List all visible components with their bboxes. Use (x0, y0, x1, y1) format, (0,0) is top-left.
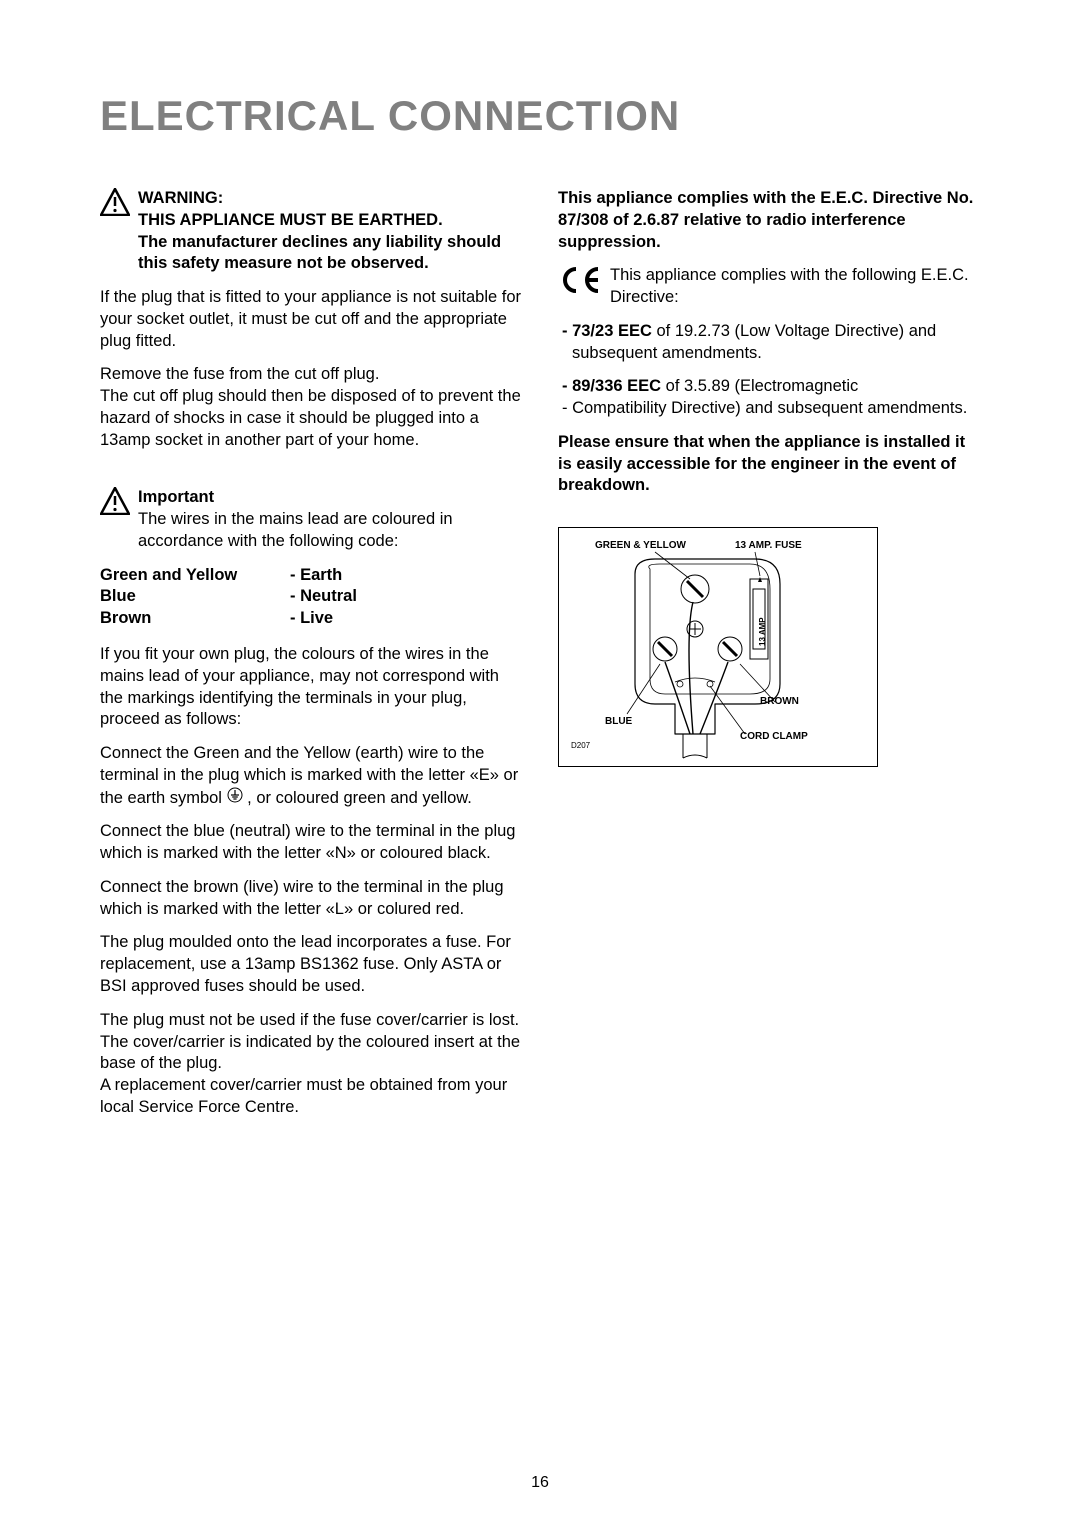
diagram-code: D207 (571, 741, 591, 750)
ce-text: This appliance complies with the followi… (610, 266, 969, 306)
para-plug-not-suitable: If the plug that is fitted to your appli… (100, 287, 522, 352)
para-own-plug: If you fit your own plug, the colours of… (100, 644, 522, 731)
wire-color-table: Green and Yellow - Earth Blue - Neutral … (100, 565, 522, 630)
wire-row: Blue - Neutral (100, 586, 522, 608)
page: ELECTRICAL CONNECTION WARNING: THIS APPL… (0, 0, 1080, 1528)
warning-heading: WARNING: (138, 189, 223, 207)
para-earth-b: , or coloured green and yellow. (247, 788, 472, 806)
para-remove-fuse: Remove the fuse from the cut off plug. T… (100, 364, 522, 451)
para-live: Connect the brown (live) wire to the ter… (100, 877, 522, 921)
accessibility-note: Please ensure that when the appliance is… (558, 432, 980, 497)
wire-row: Brown - Live (100, 608, 522, 630)
two-column-layout: WARNING: THIS APPLIANCE MUST BE EARTHED.… (100, 188, 980, 1131)
page-title: ELECTRICAL CONNECTION (100, 92, 980, 140)
important-icon (100, 487, 130, 522)
wire-row: Green and Yellow - Earth (100, 565, 522, 587)
para-fuse: The plug moulded onto the lead incorpora… (100, 932, 522, 997)
para-cover-a: The plug must not be used if the fuse co… (100, 1011, 520, 1073)
para-neutral: Connect the blue (neutral) wire to the t… (100, 821, 522, 865)
wire-name: Brown (100, 608, 290, 630)
diagram-label-green-yellow: GREEN & YELLOW (595, 540, 686, 551)
diagram-label-brown: BROWN (760, 696, 799, 707)
diagram-label-fuse: 13 AMP. FUSE (735, 540, 802, 551)
directive-2-cont: - Compatibility Directive) and subsequen… (558, 398, 980, 420)
diagram-label-blue: BLUE (605, 716, 633, 727)
warning-icon (100, 188, 130, 223)
para-remove-fuse-b: The cut off plug should then be disposed… (100, 387, 521, 449)
left-column: WARNING: THIS APPLIANCE MUST BE EARTHED.… (100, 188, 522, 1131)
para-cover: The plug must not be used if the fuse co… (100, 1010, 522, 1119)
para-remove-fuse-a: Remove the fuse from the cut off plug. (100, 365, 379, 383)
wire-name: Blue (100, 586, 290, 608)
directive-1: - 73/23 EEC of 19.2.73 (Low Voltage Dire… (558, 321, 980, 365)
diagram-label-fuse-vert: 13 AMP (758, 617, 767, 646)
page-number: 16 (0, 1474, 1080, 1492)
important-text: The wires in the mains lead are coloured… (138, 510, 453, 550)
wire-role: - Earth (290, 565, 342, 587)
important-block: Important The wires in the mains lead ar… (100, 487, 522, 552)
ce-block: This appliance complies with the followi… (558, 265, 980, 309)
diagram-label-cord-clamp: CORD CLAMP (740, 731, 808, 742)
eec-heading: This appliance complies with the E.E.C. … (558, 188, 980, 253)
earth-symbol-icon (227, 787, 243, 810)
directive-2: - 89/336 EEC of 3.5.89 (Electromagnetic (558, 376, 980, 398)
plug-wiring-diagram: GREEN & YELLOW 13 AMP. FUSE (558, 527, 878, 767)
dir1-bold: - 73/23 EEC (562, 322, 652, 340)
para-earth-connection: Connect the Green and the Yellow (earth)… (100, 743, 522, 809)
right-column: This appliance complies with the E.E.C. … (558, 188, 980, 1131)
wire-name: Green and Yellow (100, 565, 290, 587)
warning-block: WARNING: THIS APPLIANCE MUST BE EARTHED.… (100, 188, 522, 275)
warning-line2: The manufacturer declines any liability … (138, 233, 501, 273)
dir2-bold: - 89/336 EEC (562, 377, 661, 395)
wire-role: - Neutral (290, 586, 357, 608)
wire-role: - Live (290, 608, 333, 630)
warning-line1: THIS APPLIANCE MUST BE EARTHED. (138, 211, 443, 229)
dir2-rest: of 3.5.89 (Electromagnetic (661, 377, 858, 395)
ce-icon (558, 265, 602, 302)
para-cover-b: A replacement cover/carrier must be obta… (100, 1076, 507, 1116)
important-heading: Important (138, 488, 214, 506)
